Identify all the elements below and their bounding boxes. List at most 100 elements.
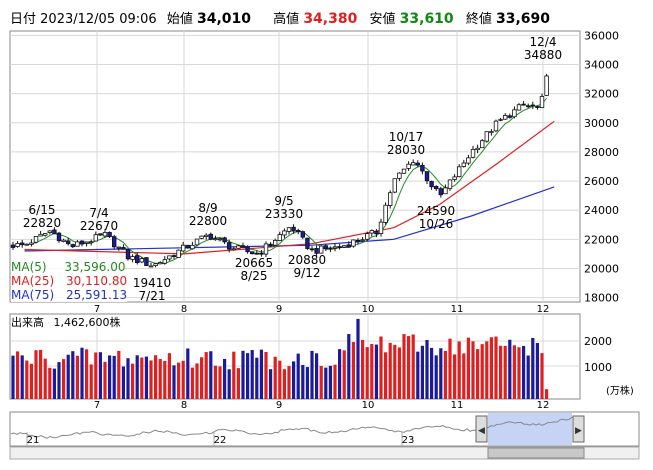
volume-bar <box>172 365 176 399</box>
volume-bar <box>278 360 282 399</box>
candle-body <box>479 140 485 149</box>
volume-bar <box>48 367 52 399</box>
price-panel <box>9 30 581 303</box>
volume-month-label: 7 <box>94 400 100 411</box>
candle-body <box>374 231 379 235</box>
candle-body <box>282 230 287 236</box>
annotation-date: 7/21 <box>139 289 166 303</box>
price-annotations: 6/15228207/422670194107/218/922800206658… <box>23 35 562 303</box>
volume-bar <box>108 355 112 399</box>
volume-bar <box>324 367 328 399</box>
volume-bar <box>135 355 139 399</box>
ma75-label: MA(75) <box>11 288 55 302</box>
volume-bar <box>545 389 549 399</box>
candle-body <box>29 242 34 245</box>
y-tick-label: 22000 <box>584 233 619 246</box>
volume-bar <box>259 349 263 399</box>
navigator-selection[interactable] <box>488 413 572 445</box>
candle-body <box>236 245 241 249</box>
scrollbar-track[interactable] <box>9 446 640 460</box>
candle-body <box>314 248 319 254</box>
volume-bar <box>466 337 470 399</box>
volume-bar <box>195 363 199 399</box>
candle-body <box>107 232 112 237</box>
volume-bar <box>476 349 480 399</box>
right-handle-arrow-icon: ▶ <box>575 426 582 436</box>
volume-bar <box>71 351 75 399</box>
candle-body <box>240 245 246 248</box>
volume-bar <box>425 340 429 399</box>
volume-month-label: 8 <box>181 400 187 411</box>
volume-bar <box>347 334 351 399</box>
volume-bar <box>416 351 420 399</box>
volume-bar <box>200 357 204 399</box>
volume-bar <box>305 367 309 399</box>
volume-bar <box>370 343 374 399</box>
volume-bar <box>407 336 411 399</box>
volume-bar <box>480 344 484 399</box>
candle-body <box>185 244 190 249</box>
volume-bar <box>485 341 489 399</box>
candle-body <box>176 249 181 258</box>
low-label: 安値 <box>369 12 396 27</box>
navigator-left-handle[interactable]: ◀ <box>475 415 488 443</box>
annotation-date: 10/17 <box>389 130 424 144</box>
volume-bar <box>393 344 397 399</box>
candle-body <box>415 162 420 166</box>
annotation-date: 9/12 <box>294 266 321 280</box>
y-tick-label: 18000 <box>584 292 619 305</box>
candle-body <box>245 246 250 253</box>
ma25-line <box>24 120 555 255</box>
volume-bar <box>443 350 447 399</box>
open-value: 34,010 <box>196 11 252 27</box>
volume-bar <box>361 339 365 399</box>
y-tick-label: 34000 <box>584 59 619 72</box>
volume-bar <box>388 342 392 399</box>
candle-body <box>157 262 163 265</box>
volume-bars <box>11 318 549 399</box>
ma5-label: MA(5) <box>11 260 47 274</box>
y-tick-label: 24000 <box>584 204 619 217</box>
volume-bar <box>149 360 153 399</box>
annotation-date: 6/15 <box>29 203 56 217</box>
volume-bar <box>209 351 213 399</box>
candle-body <box>332 246 338 249</box>
candle-body <box>466 157 471 164</box>
candle-body <box>112 236 117 248</box>
volume-bar <box>333 364 337 399</box>
candle-body <box>167 255 172 260</box>
annotation-date: 9/5 <box>274 194 293 208</box>
candle-body <box>392 178 397 193</box>
volume-bar <box>499 345 503 399</box>
volume-bar <box>16 351 20 399</box>
navigator-right-handle[interactable]: ▶ <box>572 415 585 443</box>
volume-bar <box>512 345 516 399</box>
candle-body <box>291 226 296 232</box>
candle-body <box>305 237 310 249</box>
volume-bar <box>315 353 319 399</box>
navigator-content: 21 22 23 <box>10 413 585 446</box>
candle-body <box>318 245 324 254</box>
volume-bar <box>462 353 466 399</box>
volume-bar <box>319 365 323 399</box>
candle-body <box>507 115 512 118</box>
volume-tick-label: 2000 <box>584 335 612 348</box>
candle-body <box>125 249 131 260</box>
candle-body <box>539 96 545 109</box>
candle-body <box>217 238 223 241</box>
ma75-value: 25,591.13 <box>66 288 128 302</box>
candle-body <box>438 188 443 196</box>
scrollbar-thumb[interactable] <box>487 447 585 459</box>
candle-body <box>56 232 62 242</box>
annotation-date: 8/25 <box>241 269 268 283</box>
candle-body <box>139 258 144 263</box>
volume-bar <box>296 353 300 399</box>
volume-bar <box>204 352 208 399</box>
candle-body <box>162 259 167 264</box>
candle-body <box>502 115 508 120</box>
candle-body <box>84 241 89 244</box>
y-tick-label: 30000 <box>584 117 619 130</box>
